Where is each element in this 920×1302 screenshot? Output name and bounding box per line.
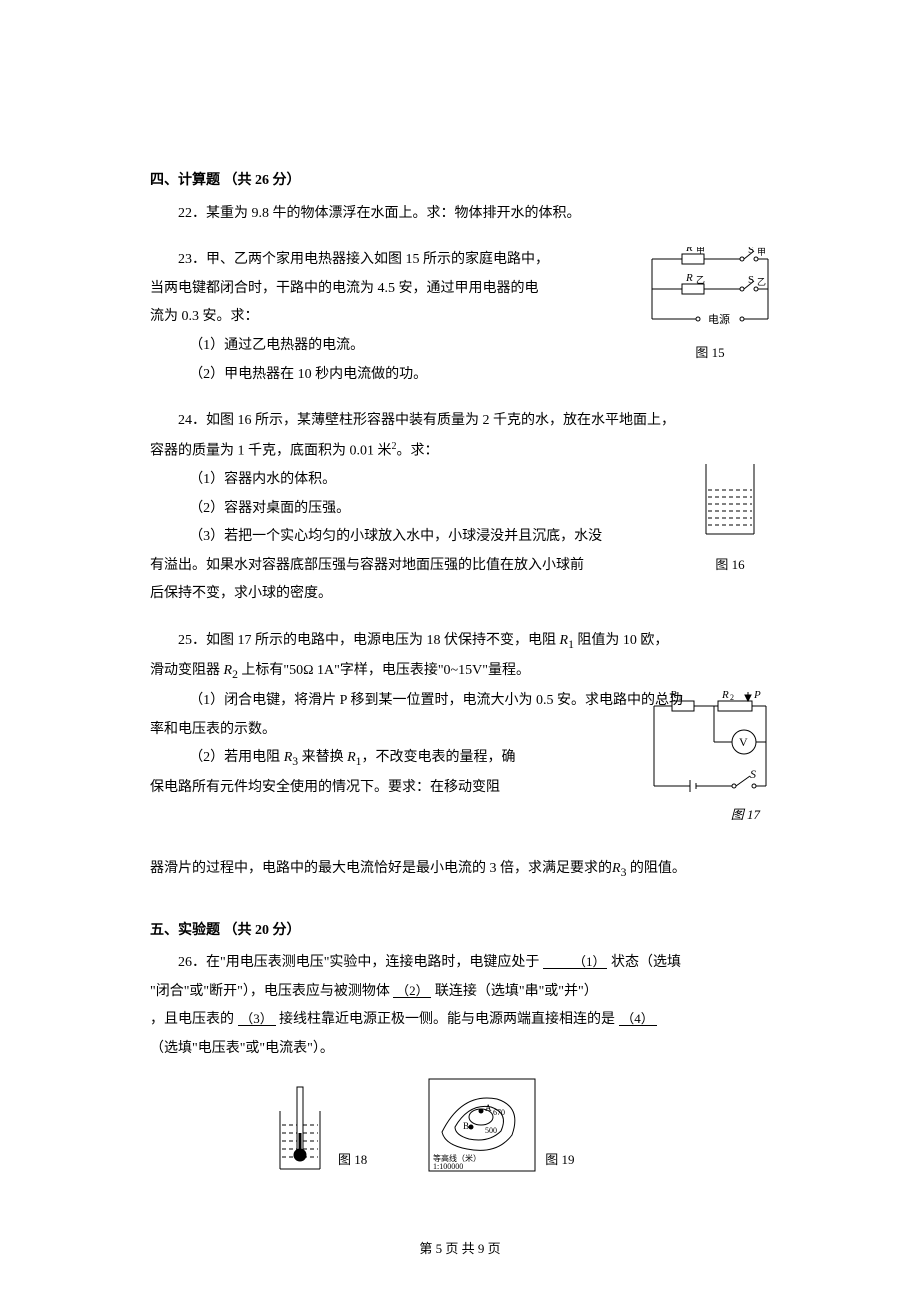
q24-s3a: （3）若把一个实心均匀的小球放入水中，小球浸没并且沉底，水没 (150, 524, 640, 551)
q26-l2a: "闭合"或"断开"），电压表应与被测物体 (150, 984, 393, 999)
figure-18: 图 18 (270, 1083, 367, 1173)
q25-R3a: R (284, 750, 293, 765)
figure-16: 图 16 (690, 464, 770, 577)
q25-R1a: R (560, 633, 569, 648)
fig17-R1: R (669, 690, 677, 701)
q25-R1b: R (347, 750, 356, 765)
q23-stem1: 23．甲、乙两个家用电热器接入如图 15 所示的家庭电路中， (150, 247, 590, 274)
q24-s3c: 后保持不变，求小球的密度。 (150, 581, 640, 608)
fig19-caption: 图 19 (545, 1148, 574, 1173)
q25-tail: 器滑片的过程中，电路中的最大电流恰好是最小电流的 3 倍，求满足要求的R3 的阻… (150, 856, 770, 884)
fig17-S: S (750, 767, 756, 781)
q25-s2a: （2）若用电阻 (189, 750, 284, 765)
fig15-caption: 图 15 (650, 341, 770, 366)
q25-s1b: 率和电压表的示数。 (150, 717, 610, 744)
q25-tail-a: 器滑片的过程中，电路中的最大电流恰好是最小电流的 3 倍，求满足要求的 (150, 861, 612, 876)
q24-block: 24．如图 16 所示，某薄壁柱形容器中装有质量为 2 千克的水，放在水平地面上… (150, 408, 770, 608)
q25-stem1: 25．如图 17 所示的电路中，电源电压为 18 伏保持不变，电阻 R1 阻值为… (150, 628, 770, 656)
q26-l1b: 状态（选填 (607, 955, 681, 970)
q24-s1: （1）容器内水的体积。 (150, 467, 770, 494)
q26-l1: 26．在"用电压表测电压"实验中，连接电路时，电键应处于 （1） 状态（选填 (150, 950, 770, 977)
q26-l2: "闭合"或"断开"），电压表应与被测物体 （2） 联连接（选填"串"或"并"） (150, 979, 770, 1006)
q25-stem2a: 滑动变阻器 (150, 663, 224, 678)
q23-stem2: 当两电键都闭合时，干路中的电流为 4.5 安，通过甲用电器的电 (150, 276, 590, 303)
fig19-A: A (485, 1103, 492, 1113)
fig19-670: 670 (493, 1108, 505, 1117)
blank-2: （2） (393, 984, 431, 998)
fig15-Szhi: S (748, 274, 754, 286)
q24-stem1bc: 容器的质量为 1 千克，底面积为 0.01 米2。求： (150, 437, 770, 465)
q26-l1a: 26．在"用电压表测电压"实验中，连接电路时，电键应处于 (178, 955, 543, 970)
q23-s1: （1）通过乙电热器的电流。 (150, 333, 590, 360)
q25-s2c: ，不改变电表的量程，确 (361, 750, 515, 765)
q25-R3b: R (612, 861, 621, 876)
fig15-zhi: 乙 (696, 275, 705, 285)
figure-15: R 甲 S 甲 R 乙 S 乙 电源 图 15 (650, 247, 770, 366)
figure-row: 图 18 A 670 B 500 等高线（米） 1:100000 (150, 1077, 770, 1173)
q26-l2b: 联连接（选填"串"或"并"） (431, 984, 597, 999)
fig15-jia: 甲 (696, 247, 705, 255)
fig18-caption: 图 18 (338, 1148, 367, 1173)
q25-R2a: R (224, 663, 233, 678)
fig15-Rzhi: R (685, 272, 693, 284)
q24-stem1a: 24．如图 16 所示，某薄壁柱形容器中装有质量为 2 千克的水，放在水平地面上… (150, 408, 770, 435)
fig15-zhi2: 乙 (757, 277, 766, 287)
fig19-500: 500 (485, 1126, 497, 1135)
fig17-caption: 图 17 (731, 803, 760, 828)
q26-l3a: ，且电压表的 (150, 1012, 238, 1027)
figure-17: R 1 R 2 P V S (650, 690, 770, 807)
fig17-R2: R (721, 690, 729, 701)
q25-s2: （2）若用电阻 R3 来替换 R1，不改变电表的量程，确 (150, 745, 610, 773)
q25-stem1b: 阻值为 10 欧， (574, 633, 669, 648)
blank-3: （3） (238, 1012, 276, 1026)
fig17-V: V (739, 735, 748, 749)
fig16-caption: 图 16 (690, 553, 770, 578)
q26-l4: （选填"电压表"或"电流表"）。 (150, 1036, 770, 1063)
q24-stem1c: 。求： (397, 443, 439, 458)
section5-heading: 五、实验题 （共 20 分） (150, 918, 770, 945)
q25-s2b: 来替换 (298, 750, 347, 765)
fig17-P: P (753, 690, 761, 701)
q24-s3b: 有溢出。如果水对容器底部压强与容器对地面压强的比值在放入小球前 (150, 553, 640, 580)
q23-s2: （2）甲电热器在 10 秒内电流做的功。 (150, 362, 590, 389)
page-footer: 第 5 页 共 9 页 (0, 1237, 920, 1262)
fig19-B: B (463, 1121, 469, 1131)
blank-4: （4） (619, 1012, 657, 1026)
fig17-R2s: 2 (730, 693, 734, 702)
q25-stem2: 滑动变阻器 R2 上标有"50Ω 1A"字样，电压表接"0~15V"量程。 (150, 658, 770, 686)
fig19-leg2: 1:100000 (433, 1162, 463, 1171)
q25-tail-b: 的阻值。 (626, 861, 686, 876)
fig17-R1s: 1 (678, 693, 682, 702)
q25-stem1a: 25．如图 17 所示的电路中，电源电压为 18 伏保持不变，电阻 (178, 633, 560, 648)
q23-stem3: 流为 0.3 安。求： (150, 304, 590, 331)
fig15-Rjia: R (685, 247, 693, 254)
figure-19: A 670 B 500 等高线（米） 1:100000 图 19 (427, 1077, 574, 1173)
q25-block: 25．如图 17 所示的电路中，电源电压为 18 伏保持不变，电阻 R1 阻值为… (150, 628, 770, 884)
fig15-Sjia: S (748, 247, 754, 256)
q26-l3b: 接线柱靠近电源正极一侧。能与电源两端直接相连的是 (276, 1012, 619, 1027)
fig15-jia2: 甲 (757, 247, 766, 257)
q24-s2: （2）容器对桌面的压强。 (150, 496, 770, 523)
q26-l3: ，且电压表的 （3） 接线柱靠近电源正极一侧。能与电源两端直接相连的是 （4） (150, 1007, 770, 1034)
q25-s3: 保电路所有元件均安全使用的情况下。要求：在移动变阻 (150, 775, 610, 802)
q22: 22．某重为 9.8 牛的物体漂浮在水面上。求：物体排开水的体积。 (150, 201, 770, 228)
q25-stem2b: 上标有"50Ω 1A"字样，电压表接"0~15V"量程。 (238, 663, 530, 678)
q23-block: 23．甲、乙两个家用电热器接入如图 15 所示的家庭电路中， 当两电键都闭合时，… (150, 247, 770, 388)
fig15-src: 电源 (708, 312, 730, 326)
q24-stem1b: 容器的质量为 1 千克，底面积为 0.01 米 (150, 443, 392, 458)
section4-heading: 四、计算题 （共 26 分） (150, 168, 770, 195)
blank-1: （1） (543, 955, 608, 969)
